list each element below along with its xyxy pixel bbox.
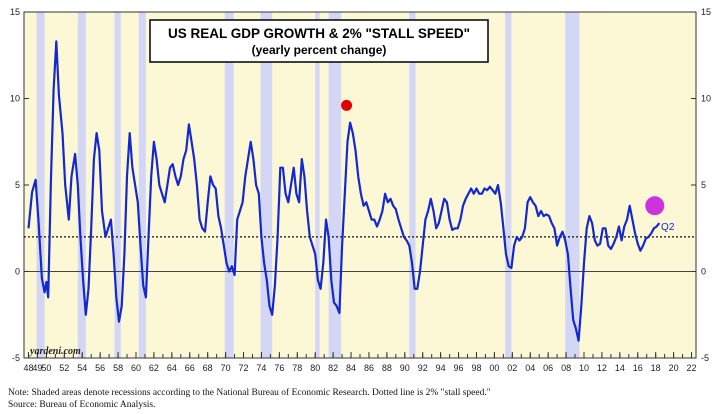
x-tick-label: 68 [203, 363, 213, 373]
y-tick-label-left: 0 [15, 267, 20, 277]
x-tick-label: 82 [328, 363, 338, 373]
x-tick-label: 06 [543, 363, 553, 373]
source-note: Source: Bureau of Economic Analysis. [8, 400, 156, 410]
peak-marker [341, 99, 353, 111]
x-tick-label: 96 [454, 363, 464, 373]
x-tick-label: 62 [149, 363, 159, 373]
y-tick-label-right: 15 [701, 7, 711, 17]
x-tick-label: 48 [23, 363, 33, 373]
x-tick-label: 20 [669, 363, 679, 373]
x-tick-label: 14 [615, 363, 625, 373]
x-tick-label: 50 [41, 363, 51, 373]
footnote: Note: Shaded areas denote recessions acc… [8, 388, 491, 398]
x-tick-label: 74 [256, 363, 266, 373]
recession-band [224, 12, 234, 358]
y-tick-label-right: -5 [701, 353, 709, 363]
recession-band [260, 12, 273, 358]
recession-band [138, 12, 146, 358]
x-tick-label: 92 [418, 363, 428, 373]
x-tick-label: 12 [597, 363, 607, 373]
chart-title: US REAL GDP GROWTH & 2% "STALL SPEED" [168, 26, 470, 41]
x-tick-label: 56 [95, 363, 105, 373]
latest-marker [645, 196, 665, 216]
x-tick-label: 00 [489, 363, 499, 373]
x-tick-label: 70 [221, 363, 231, 373]
x-tick-label: 98 [471, 363, 481, 373]
x-tick-label: 86 [364, 363, 374, 373]
y-tick-label-right: 0 [701, 267, 706, 277]
x-tick-label: 76 [274, 363, 284, 373]
recession-band [77, 12, 86, 358]
x-tick-label: 94 [436, 363, 446, 373]
recession-band [315, 12, 320, 358]
x-tick-label: 18 [651, 363, 661, 373]
x-tick-label: 80 [310, 363, 320, 373]
x-tick-label: 04 [525, 363, 535, 373]
q2-annotation: Q2 [661, 222, 675, 233]
recession-band [505, 12, 512, 358]
x-tick-label: 22 [687, 363, 697, 373]
y-tick-label-right: 10 [701, 94, 711, 104]
x-tick-label: 64 [167, 363, 177, 373]
watermark: yardeni.com [29, 346, 81, 357]
title-box: US REAL GDP GROWTH & 2% "STALL SPEED" (y… [149, 19, 489, 63]
x-tick-label: 90 [400, 363, 410, 373]
x-tick-label: 16 [633, 363, 643, 373]
x-tick-label: 10 [579, 363, 589, 373]
x-tick-label: 72 [239, 363, 249, 373]
x-tick-label: 58 [113, 363, 123, 373]
x-tick-label: 52 [59, 363, 69, 373]
recession-band [409, 12, 416, 358]
x-tick-label: 54 [77, 363, 87, 373]
y-tick-label-right: 5 [701, 180, 706, 190]
y-tick-label-left: 5 [15, 180, 20, 190]
y-tick-label-left: 10 [10, 94, 20, 104]
x-tick-label: 78 [292, 363, 302, 373]
x-tick-label: 88 [382, 363, 392, 373]
recession-band [36, 12, 45, 358]
x-tick-label: 02 [507, 363, 517, 373]
recession-band [114, 12, 121, 358]
x-tick-label: 08 [561, 363, 571, 373]
chart-subtitle: (yearly percent change) [252, 43, 387, 57]
series-group [27, 40, 665, 342]
x-tick-label: 60 [131, 363, 141, 373]
title-frame [149, 19, 489, 63]
y-tick-label-left: 15 [10, 7, 20, 17]
x-tick-label: 66 [185, 363, 195, 373]
y-tick-label-left: -5 [12, 353, 20, 363]
recession-bands [36, 12, 580, 358]
x-tick-label: 49 [32, 363, 42, 373]
gdp-growth-line [27, 40, 661, 342]
x-tick-label: 84 [346, 363, 356, 373]
